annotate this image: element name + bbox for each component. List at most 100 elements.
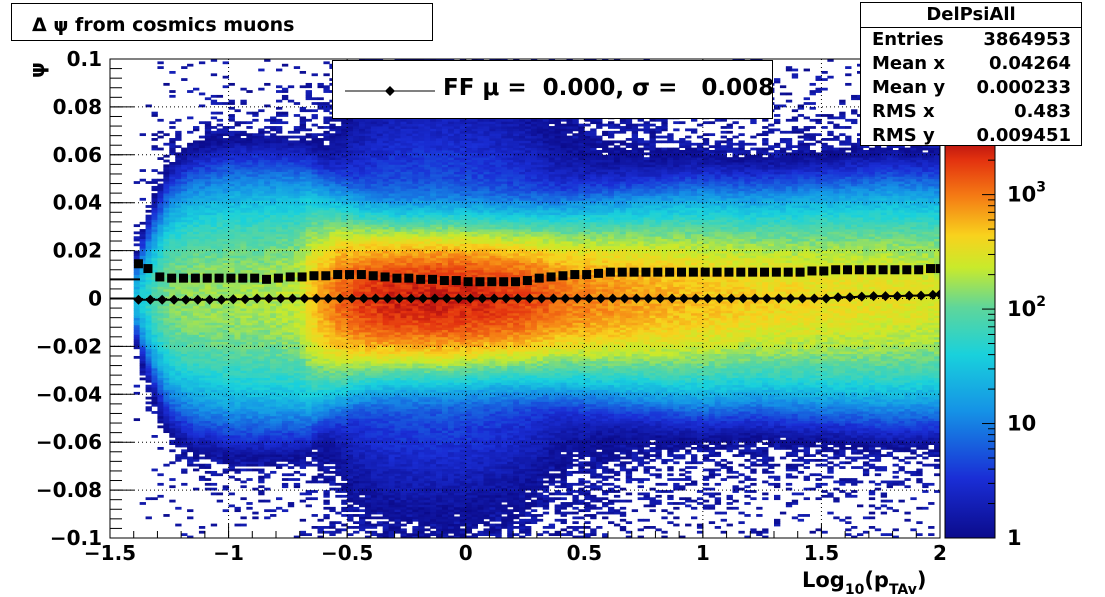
- sigma-marker: [285, 272, 295, 282]
- sigma-marker: [712, 267, 722, 277]
- x-tick-label: 1: [696, 541, 710, 565]
- mean-marker: [916, 290, 927, 301]
- sigma-marker: [594, 268, 604, 278]
- sigma-marker: [914, 265, 924, 275]
- sigma-marker: [843, 265, 853, 275]
- mean-marker: [477, 293, 488, 304]
- mean-marker: [750, 293, 761, 304]
- sigma-marker: [534, 273, 544, 283]
- z-tick-label: 10: [1007, 412, 1036, 436]
- sigma-marker: [878, 265, 888, 275]
- sigma-marker: [214, 273, 224, 283]
- title-box: Δ ψ from cosmics muons: [11, 3, 433, 41]
- mean-marker: [465, 293, 476, 304]
- sigma-marker: [380, 272, 390, 282]
- y-tick-label: −0.08: [36, 478, 102, 502]
- sigma-marker: [748, 267, 758, 277]
- sigma-marker: [179, 273, 189, 283]
- mean-marker: [418, 293, 429, 304]
- sigma-marker: [783, 267, 793, 277]
- z-tick-label: 1: [1007, 526, 1022, 550]
- sigma-marker: [273, 273, 283, 283]
- mean-marker: [584, 293, 595, 304]
- mean-marker: [797, 293, 808, 304]
- axis-tick-labels: −1.5 −1 −0.5 0 0.5 1 1.5 2 −0.1 −0.08 −0.06 −0.04 −0…: [36, 47, 947, 565]
- mean-marker: [275, 293, 286, 304]
- mean-marker: [761, 293, 772, 304]
- sigma-marker: [309, 271, 319, 281]
- legend: FF μ = 0.000, σ = 0.008: [332, 60, 774, 119]
- sigma-marker: [499, 277, 509, 287]
- mean-marker: [726, 293, 737, 304]
- z-tick-label: 102: [1007, 294, 1046, 321]
- mean-marker: [880, 291, 891, 302]
- mean-marker: [678, 293, 689, 304]
- mean-marker: [833, 292, 844, 303]
- y-tick-label: 0.08: [53, 95, 102, 119]
- x-tick-label: −1.5: [84, 541, 136, 565]
- mean-marker: [441, 293, 452, 304]
- sigma-marker: [902, 265, 912, 275]
- stats-value: 0.000233: [976, 76, 1071, 100]
- sigma-marker: [629, 267, 639, 277]
- mean-marker: [607, 293, 618, 304]
- sigma-marker: [866, 265, 876, 275]
- mean-marker: [501, 293, 512, 304]
- mean-marker: [358, 293, 369, 304]
- chart-title: Δ ψ from cosmics muons: [32, 14, 294, 36]
- stats-key: Mean x: [872, 52, 945, 76]
- stats-box: DelPsiAll Entries 3864953 Mean x 0.04264 Mea…: [860, 2, 1082, 146]
- stats-title: DelPsiAll: [861, 3, 1081, 28]
- y-tick-label: −0.02: [36, 334, 102, 358]
- legend-marker: [345, 86, 435, 96]
- mean-marker: [370, 293, 381, 304]
- sigma-marker: [356, 270, 366, 280]
- stats-key: RMS y: [872, 124, 935, 148]
- mean-marker: [856, 291, 867, 302]
- mean-marker: [216, 294, 227, 305]
- sigma-marker: [890, 265, 900, 275]
- mean-marker: [133, 294, 144, 305]
- sigma-marker: [546, 272, 556, 282]
- mean-marker: [335, 293, 346, 304]
- mean-marker: [180, 294, 191, 305]
- sigma-marker: [854, 265, 864, 275]
- sigma-marker: [333, 270, 343, 280]
- sigma-marker: [202, 273, 212, 283]
- mean-marker: [263, 293, 274, 304]
- sigma-marker: [665, 267, 675, 277]
- sigma-marker: [807, 266, 817, 276]
- mean-marker: [667, 293, 678, 304]
- stats-key: RMS x: [872, 100, 935, 124]
- mean-marker: [228, 294, 239, 305]
- x-tick-label: −0.5: [321, 541, 373, 565]
- mean-marker: [868, 291, 879, 302]
- sigma-marker: [416, 274, 426, 284]
- mean-marker: [346, 293, 357, 304]
- mean-marker: [572, 293, 583, 304]
- sigma-marker: [724, 267, 734, 277]
- sigma-marker: [582, 270, 592, 280]
- mean-marker: [619, 293, 630, 304]
- mean-marker: [690, 293, 701, 304]
- mean-marker: [631, 293, 642, 304]
- stats-row: RMS x 0.483: [861, 100, 1081, 124]
- legend-label: FF μ = 0.000, σ = 0.008: [443, 75, 774, 101]
- mean-marker: [773, 293, 784, 304]
- sigma-marker: [238, 273, 248, 283]
- mean-marker: [429, 293, 440, 304]
- color-scale-bar: [944, 139, 996, 539]
- sigma-marker: [439, 276, 449, 286]
- sigma-marker: [641, 267, 651, 277]
- y-tick-label: 0.06: [53, 143, 102, 167]
- mean-marker: [643, 293, 654, 304]
- mean-marker: [453, 293, 464, 304]
- mean-marker: [738, 293, 749, 304]
- sigma-marker: [688, 267, 698, 277]
- y-tick-label: 0.1: [67, 47, 102, 71]
- y-tick-label: −0.1: [50, 526, 102, 550]
- y-tick-label: −0.04: [36, 382, 102, 406]
- sigma-marker: [522, 276, 532, 286]
- sigma-marker: [819, 266, 829, 276]
- stats-value: 0.04264: [989, 52, 1071, 76]
